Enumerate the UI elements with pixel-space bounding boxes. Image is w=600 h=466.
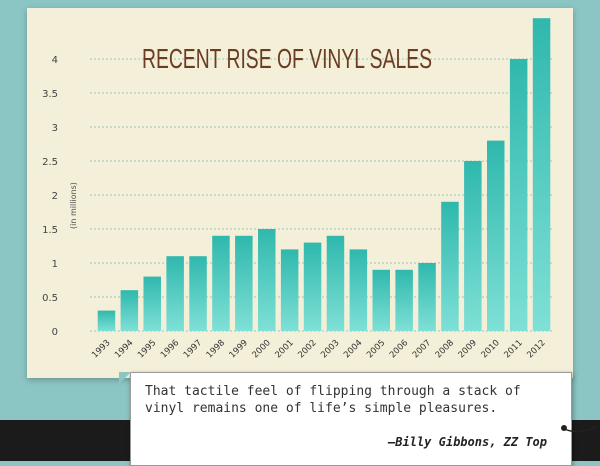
- chart-title: RECENT RISE OF VINYL SALES: [142, 43, 432, 74]
- y-tick-label: 1: [52, 259, 58, 270]
- x-tick-label: 1994: [113, 338, 135, 360]
- bar: [487, 140, 505, 331]
- x-tick-label: 2005: [365, 338, 387, 360]
- bars: [97, 18, 551, 331]
- bar: [372, 269, 390, 331]
- bar: [464, 161, 482, 331]
- x-tick-label: 2000: [250, 338, 272, 360]
- x-tick-label: 2006: [388, 338, 410, 360]
- y-tick-label: 2: [52, 191, 58, 202]
- bar: [189, 256, 207, 331]
- bar: [395, 269, 413, 331]
- y-axis-label: (in millions): [69, 182, 78, 229]
- bar: [258, 229, 276, 331]
- bar: [120, 290, 139, 331]
- quote-text: That tactile feel of flipping through a …: [145, 384, 521, 416]
- bar: [280, 249, 299, 331]
- bar: [235, 235, 253, 331]
- x-tick-label: 2007: [411, 338, 433, 360]
- x-tick-label: 2008: [434, 338, 456, 360]
- tag-string-decoration: [561, 425, 599, 433]
- bar: [509, 59, 528, 331]
- x-tick-label: 2012: [525, 338, 547, 360]
- x-tick-label: 2009: [457, 338, 479, 360]
- y-tick-label: 0: [52, 327, 58, 338]
- x-tick-label: 2010: [479, 338, 501, 360]
- x-tick-label: 1996: [159, 338, 181, 360]
- x-tick-label: 2004: [342, 338, 364, 360]
- x-tick-label: 2002: [296, 338, 318, 360]
- y-tick-label: 3: [52, 123, 58, 134]
- x-tick-labels: 1993 1994 1995 1996 1997 1998 1999 2000 2001 2002…: [90, 338, 547, 360]
- bar: [418, 263, 436, 331]
- bar: [97, 310, 116, 331]
- y-tick-label: 1.5: [42, 225, 58, 236]
- x-tick-label: 1995: [136, 338, 158, 360]
- y-tick-label: 0.5: [42, 293, 58, 304]
- bar: [349, 249, 368, 331]
- x-tick-label: 1993: [90, 338, 112, 360]
- y-tick-label: 4: [52, 55, 58, 66]
- x-tick-label: 2011: [502, 338, 524, 360]
- bar: [441, 201, 459, 331]
- quote-card: That tactile feel of flipping through a …: [119, 372, 572, 466]
- x-tick-label: 2003: [319, 338, 341, 360]
- y-tick-label: 3.5: [42, 89, 58, 100]
- bar: [532, 18, 551, 331]
- bar: [303, 242, 322, 331]
- x-tick-label: 1997: [182, 338, 204, 360]
- x-tick-label: 2001: [273, 338, 295, 360]
- bar: [166, 256, 184, 331]
- bar: [143, 276, 161, 331]
- quote-author: —Billy Gibbons, ZZ Top: [388, 435, 547, 449]
- x-tick-label: 1998: [205, 338, 227, 360]
- bar: [326, 235, 345, 331]
- y-tick-label: 2.5: [42, 157, 58, 168]
- bar-chart: 00.511.522.533.54 1993 1994 1995 1996 1997 19…: [42, 18, 553, 360]
- y-tick-labels: 0 0.5 1 1.5 2 2.5 3 3.5 4: [42, 55, 58, 338]
- bar: [212, 235, 230, 331]
- chart-card: 0 0.5 1 1.5 2 2.5 3 3.5 4 1993 1994 1995 1996 1997 19…: [27, 8, 573, 378]
- x-tick-label: 1999: [228, 338, 250, 360]
